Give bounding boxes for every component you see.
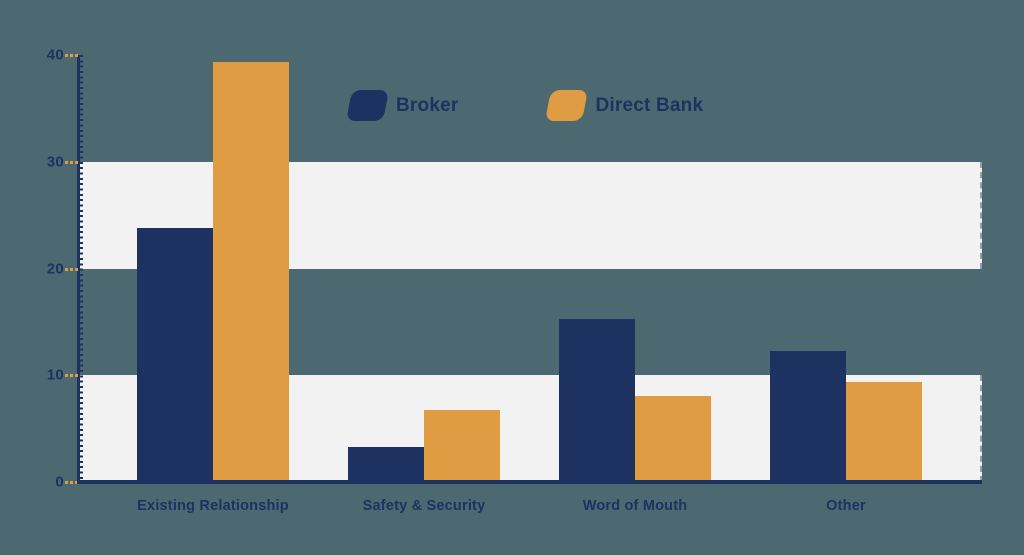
legend-item-broker: Broker [345, 90, 459, 121]
y-axis [77, 55, 80, 482]
broker-swatch-icon [345, 90, 390, 121]
category-label-existing-relationship: Existing Relationship [137, 498, 289, 514]
y-tick-label-20: 20 [46, 260, 64, 277]
bar-broker-other [770, 350, 846, 482]
y-tick-mark-20 [65, 267, 78, 271]
bar-direct-bank-safety-security [424, 410, 500, 482]
bar-direct-bank-word-of-mouth [635, 395, 711, 482]
category-label-word-of-mouth: Word of Mouth [582, 498, 688, 514]
y-axis-minor-ticks [80, 55, 83, 482]
category-label-other: Other [826, 498, 866, 514]
bar-broker-safety-security [348, 446, 424, 482]
bar-direct-bank-existing-relationship [213, 62, 289, 482]
y-tick-mark-10 [65, 374, 78, 378]
y-tick-label-10: 10 [46, 366, 64, 384]
direct-bank-swatch-icon [545, 90, 589, 121]
bar-broker-word-of-mouth [559, 318, 635, 482]
legend: Broker Direct Bank [345, 90, 704, 121]
x-axis [77, 480, 982, 484]
y-tick-label-0: 0 [55, 473, 64, 491]
bar-broker-existing-relationship [137, 227, 213, 482]
legend-item-direct-bank: Direct Bank [545, 90, 704, 121]
bar-direct-bank-other [846, 381, 922, 482]
legend-label-direct-bank: Direct Bank [595, 94, 704, 116]
y-tick-label-30: 30 [46, 153, 64, 171]
category-label-safety-security: Safety & Security [362, 498, 486, 514]
y-tick-mark-0 [65, 481, 78, 484]
legend-label-broker: Broker [396, 94, 459, 116]
y-tick-label-40: 40 [46, 46, 64, 64]
y-tick-mark-40 [65, 54, 78, 57]
y-tick-mark-30 [65, 160, 78, 164]
